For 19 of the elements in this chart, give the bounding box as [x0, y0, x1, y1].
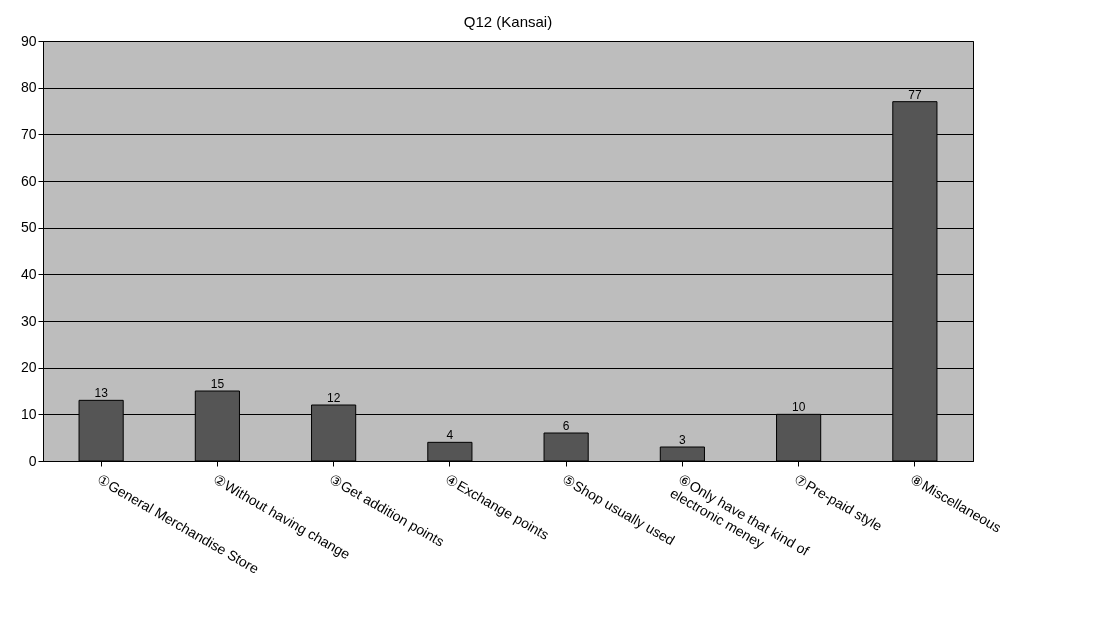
- y-tick-label: 50: [20, 219, 37, 236]
- data-label: 4: [446, 428, 454, 443]
- y-tick-label: 90: [20, 32, 37, 49]
- data-label: 13: [94, 386, 109, 401]
- y-tick-label: 40: [20, 265, 37, 282]
- data-label: 12: [326, 391, 341, 405]
- data-label: 10: [791, 400, 806, 415]
- y-tick-label: 70: [20, 125, 37, 142]
- y-tick-label: 10: [20, 405, 37, 422]
- chart-title: Q12 (Kansai): [463, 13, 553, 30]
- y-tick-label: 60: [20, 172, 37, 189]
- data-label: 3: [679, 433, 687, 447]
- y-tick-label: 0: [28, 452, 37, 469]
- data-label: 6: [562, 419, 570, 433]
- y-tick-label: 80: [20, 79, 37, 96]
- y-tick-label: 20: [20, 359, 37, 376]
- data-label: 77: [908, 87, 922, 102]
- data-label: 15: [210, 377, 225, 391]
- y-tick-label: 30: [20, 312, 37, 329]
